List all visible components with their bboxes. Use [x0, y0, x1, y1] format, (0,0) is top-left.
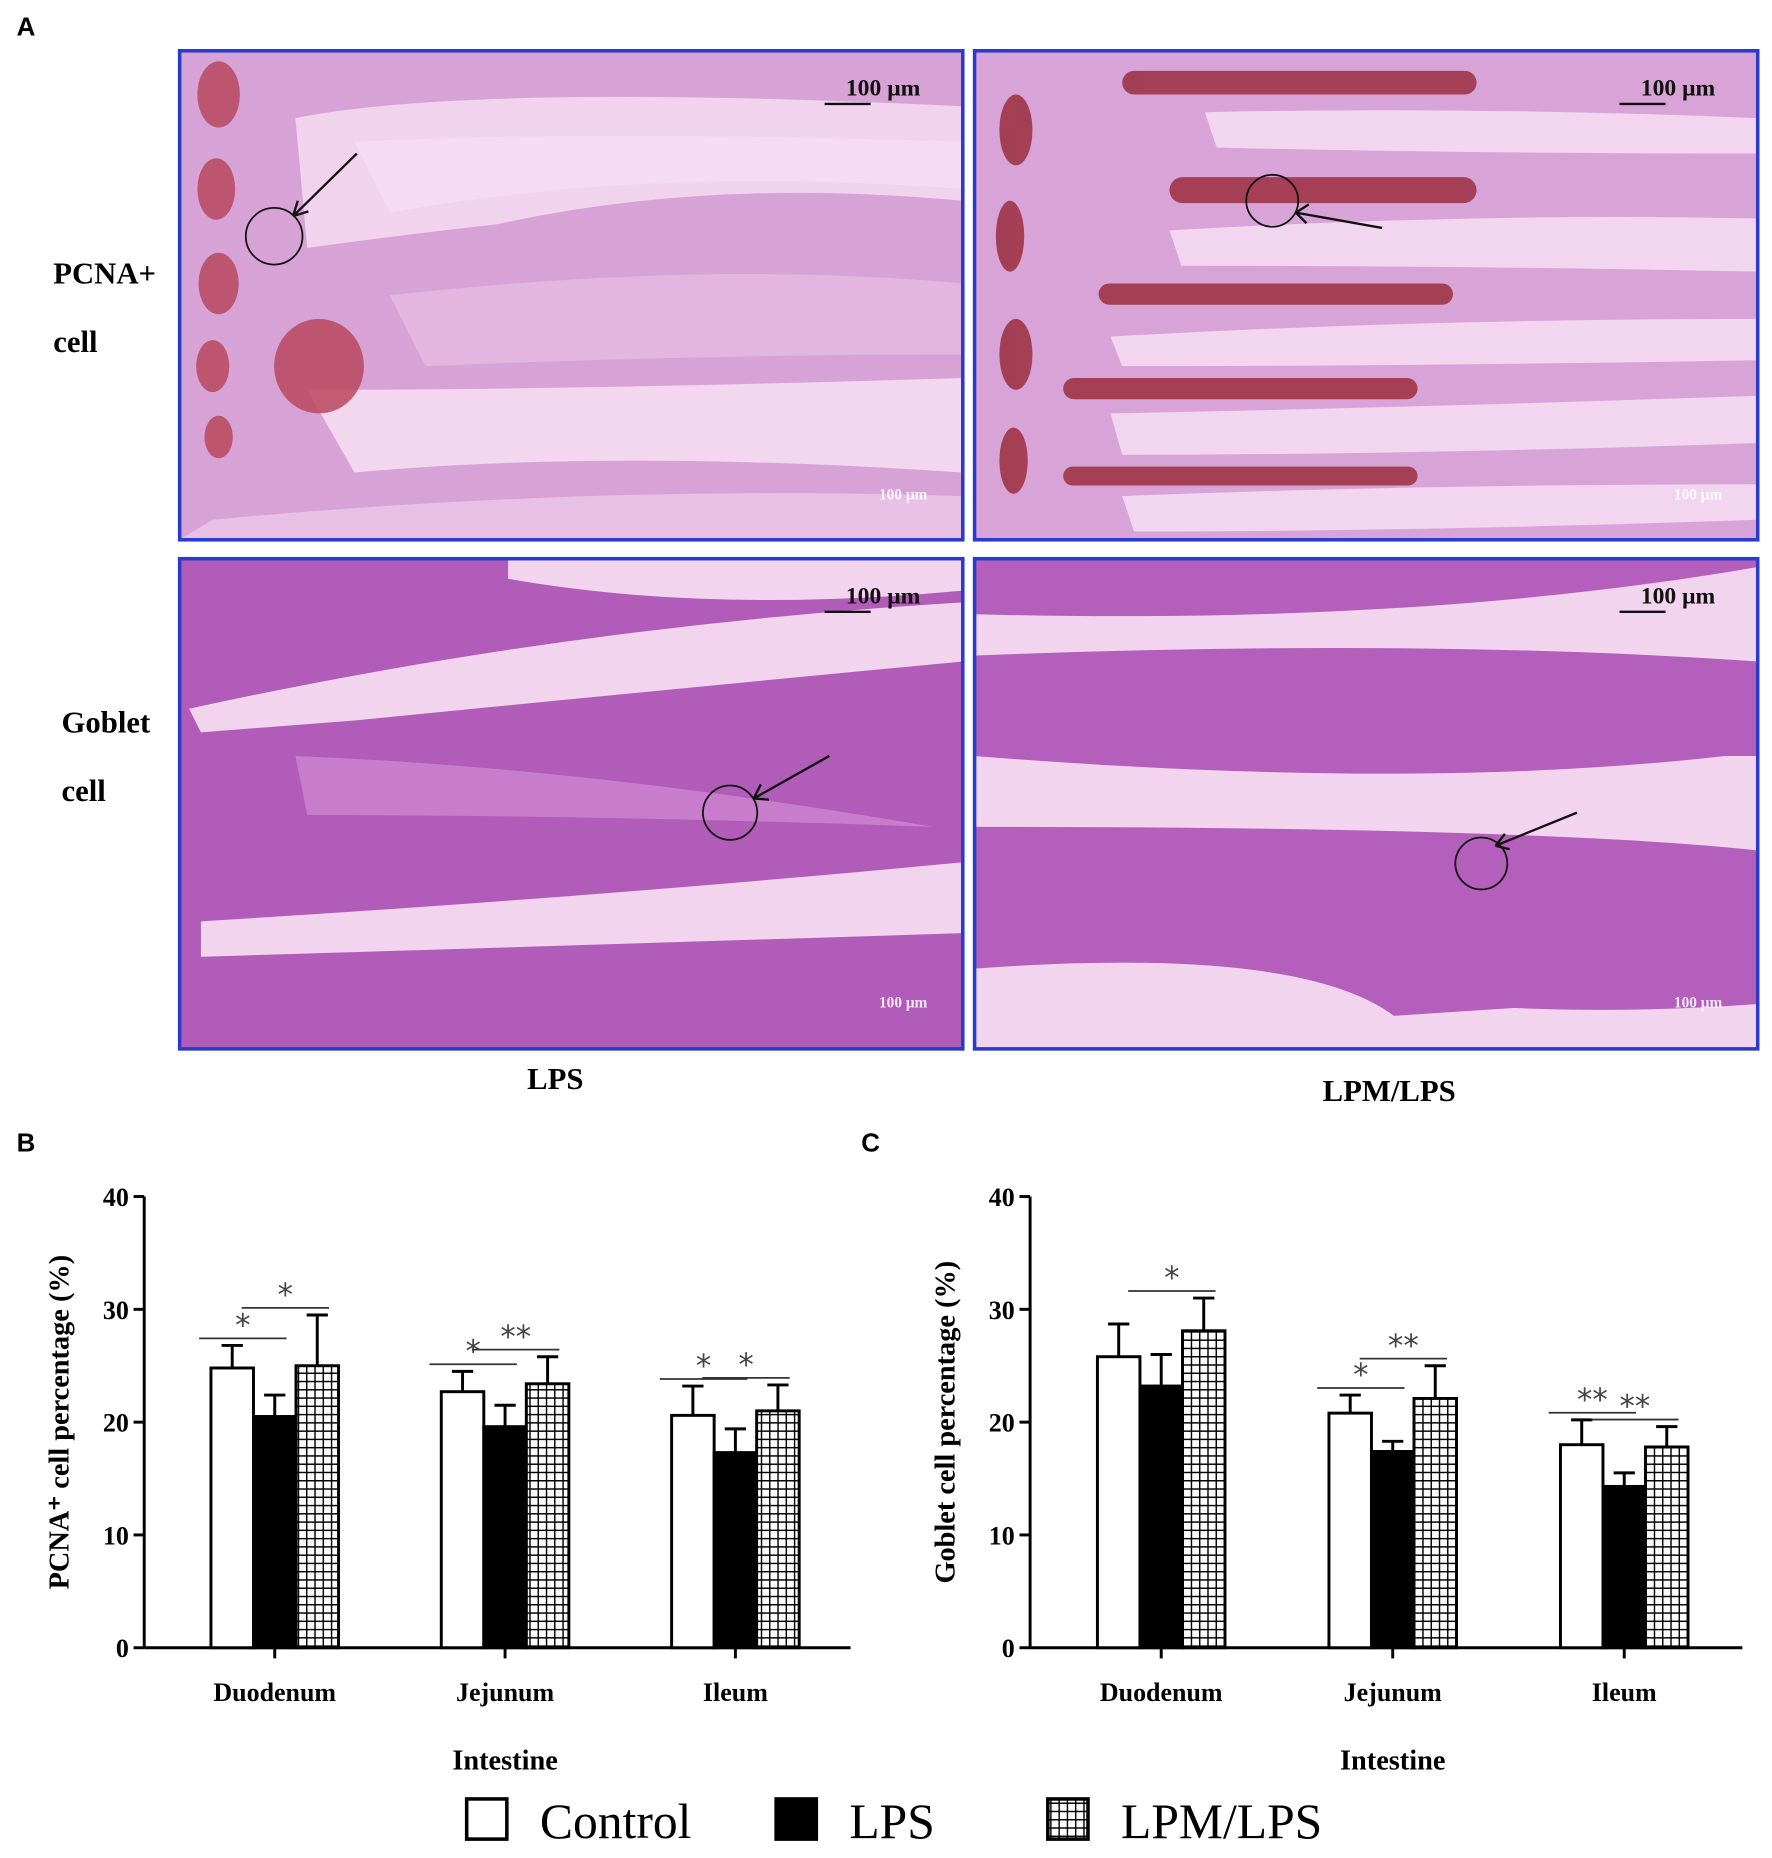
- significance-label: *: [738, 1347, 753, 1383]
- significance-label: **: [1577, 1382, 1608, 1418]
- y-axis-label: PCNA⁺ cell percentage (%): [45, 1255, 76, 1590]
- x-tick-label: Jejunum: [456, 1678, 554, 1707]
- bar: [524, 1382, 571, 1650]
- row-label: cell: [53, 325, 97, 359]
- significance-label: *: [278, 1278, 293, 1314]
- bar: [670, 1413, 716, 1650]
- column-label: LPS: [527, 1062, 583, 1096]
- bar: [1601, 1484, 1647, 1650]
- significance-label: *: [696, 1349, 711, 1385]
- x-tick-label: Jejunum: [1344, 1678, 1442, 1707]
- legend-label: LPM/LPS: [1121, 1794, 1322, 1849]
- bar: [755, 1409, 801, 1650]
- row-label: cell: [62, 774, 106, 808]
- legend: Control LPS LPM/LPS: [464, 1794, 1322, 1849]
- scale-bar-label: 100 μm: [1641, 584, 1716, 610]
- x-axis-label: Intestine: [1340, 1745, 1445, 1776]
- legend-swatch: [1046, 1797, 1090, 1841]
- y-tick-label: 20: [103, 1409, 129, 1438]
- legend-label: LPS: [849, 1794, 934, 1849]
- significance-label: **: [1620, 1389, 1651, 1425]
- row-label: Goblet: [62, 705, 151, 739]
- y-tick-label: 10: [103, 1521, 129, 1550]
- scale-bar-label: 100 μm: [879, 487, 928, 504]
- legend-label: Control: [540, 1794, 692, 1849]
- micrograph: [179, 558, 963, 1049]
- bar: [1327, 1411, 1373, 1650]
- micrograph: [974, 558, 1758, 1049]
- y-tick-label: 0: [1002, 1634, 1015, 1663]
- scale-bar-label: 100 μm: [846, 76, 921, 102]
- scale-bar-label: 100 μm: [1674, 995, 1723, 1012]
- bar: [294, 1364, 340, 1650]
- significance-label: **: [1388, 1328, 1419, 1364]
- bar: [1644, 1445, 1690, 1650]
- panel-label: B: [17, 1128, 36, 1158]
- significance-label: *: [1164, 1261, 1179, 1297]
- y-tick-label: 40: [103, 1183, 129, 1212]
- bar: [439, 1390, 486, 1650]
- micrograph: [179, 50, 963, 540]
- x-axis-label: Intestine: [452, 1745, 557, 1776]
- panel-label: C: [861, 1128, 880, 1158]
- micrograph: [974, 50, 1758, 540]
- y-tick-label: 40: [989, 1183, 1015, 1212]
- legend-swatch: [774, 1797, 819, 1841]
- bar: [482, 1425, 528, 1650]
- x-tick-label: Duodenum: [213, 1678, 336, 1707]
- legend-swatch: [464, 1797, 509, 1841]
- significance-label: *: [465, 1334, 480, 1370]
- bar: [252, 1415, 298, 1650]
- panel-label: A: [17, 11, 36, 41]
- scale-bar-label: 100 μm: [879, 995, 928, 1012]
- bar: [209, 1366, 255, 1650]
- scale-bar-label: 100 μm: [846, 584, 921, 610]
- y-tick-label: 0: [116, 1634, 129, 1663]
- bar: [1558, 1443, 1605, 1650]
- bar: [712, 1451, 759, 1650]
- y-tick-label: 30: [103, 1296, 129, 1325]
- bar: [1181, 1329, 1227, 1650]
- y-tick-label: 30: [989, 1296, 1015, 1325]
- row-label: PCNA+: [53, 256, 156, 290]
- y-axis-label: Goblet cell percentage (%): [931, 1261, 962, 1584]
- scale-bar-label: 100 μm: [1641, 76, 1716, 102]
- x-tick-label: Duodenum: [1100, 1678, 1223, 1707]
- bar: [1412, 1396, 1458, 1650]
- column-label: LPM/LPS: [1323, 1074, 1456, 1108]
- x-tick-label: Ileum: [703, 1678, 768, 1707]
- significance-label: *: [1353, 1358, 1368, 1394]
- bar: [1095, 1355, 1142, 1650]
- x-tick-label: Ileum: [1592, 1678, 1657, 1707]
- y-tick-label: 10: [989, 1521, 1015, 1550]
- significance-label: *: [235, 1308, 250, 1344]
- significance-label: **: [500, 1319, 531, 1355]
- bar: [1138, 1384, 1184, 1650]
- bar: [1369, 1449, 1416, 1650]
- scale-bar-label: 100 μm: [1674, 487, 1723, 504]
- y-tick-label: 20: [989, 1409, 1015, 1438]
